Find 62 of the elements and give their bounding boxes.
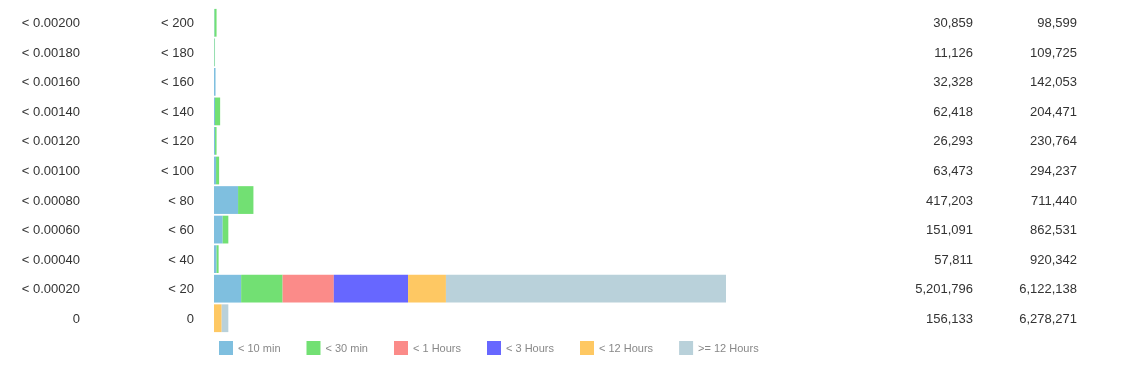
bar xyxy=(214,186,239,214)
bar xyxy=(214,304,222,333)
y-tick-label: < 180 xyxy=(161,44,194,60)
text: 142,053 xyxy=(1030,74,1077,90)
bar xyxy=(282,274,334,303)
text: 11,126 xyxy=(934,44,973,60)
y-tick-label: < 60 xyxy=(168,222,194,238)
bar xyxy=(221,304,229,333)
text: 417,203 xyxy=(926,192,973,208)
y-tick-label: < 200 xyxy=(161,15,194,31)
bar xyxy=(214,274,242,303)
text: 63,473 xyxy=(933,163,973,178)
bar xyxy=(238,186,254,214)
text: 98,599 xyxy=(1037,15,1077,31)
bar xyxy=(408,274,446,303)
y-tick-label: < 100 xyxy=(161,163,194,178)
text: < 0.00120 xyxy=(21,133,80,149)
text: 30,859 xyxy=(933,15,973,31)
text: < 0.00100 xyxy=(21,163,80,178)
legend-label: >= 12 Hours xyxy=(698,342,760,354)
text: < 0.00080 xyxy=(21,192,80,208)
legend-label: < 1 Hours xyxy=(412,342,462,354)
bar xyxy=(445,274,726,303)
y-tick-label: 0 xyxy=(186,310,194,326)
text: 230,764 xyxy=(1030,133,1077,149)
text: 151,091 xyxy=(926,222,973,238)
text: 294,237 xyxy=(1030,163,1077,178)
y-tick-label: < 160 xyxy=(161,74,194,90)
y-tick-label: < 80 xyxy=(168,192,194,208)
y-tick-label: < 40 xyxy=(168,251,194,267)
bar xyxy=(241,274,283,303)
text: 920,342 xyxy=(1030,251,1077,267)
text: 204,471 xyxy=(1030,103,1077,119)
bar xyxy=(333,274,409,303)
legend-label: < 30 min xyxy=(325,342,368,354)
text: 862,531 xyxy=(1030,222,1077,238)
y-tick-label: < 120 xyxy=(161,133,194,149)
text: < 0.00160 xyxy=(21,74,80,90)
text: 0 xyxy=(72,310,80,326)
legend-label: < 3 Hours xyxy=(505,342,555,354)
text: < 0.00180 xyxy=(21,44,80,60)
bar xyxy=(214,215,223,244)
text: 62,418 xyxy=(933,103,973,119)
text: 32,328 xyxy=(933,74,973,90)
text: 711,440 xyxy=(1030,192,1077,208)
bar xyxy=(215,97,221,126)
legend-label: < 10 min xyxy=(238,342,281,354)
text: 57,811 xyxy=(934,251,973,267)
text: < 0.00200 xyxy=(21,15,80,31)
text: < 0.00060 xyxy=(21,222,80,238)
text: 109,725 xyxy=(1030,44,1077,60)
text: 26,293 xyxy=(933,133,973,149)
text: 5,201,796 xyxy=(915,281,973,297)
text: < 0.00020 xyxy=(21,281,80,297)
text: 156,133 xyxy=(926,310,973,326)
y-tick-label: < 20 xyxy=(168,281,194,297)
text: 6,122,138 xyxy=(1019,281,1077,297)
text: < 0.00040 xyxy=(21,251,80,267)
text: 6,278,271 xyxy=(1019,310,1077,326)
legend-label: < 12 Hours xyxy=(598,342,654,354)
y-tick-label: < 140 xyxy=(161,103,194,119)
text: < 0.00140 xyxy=(21,103,80,119)
